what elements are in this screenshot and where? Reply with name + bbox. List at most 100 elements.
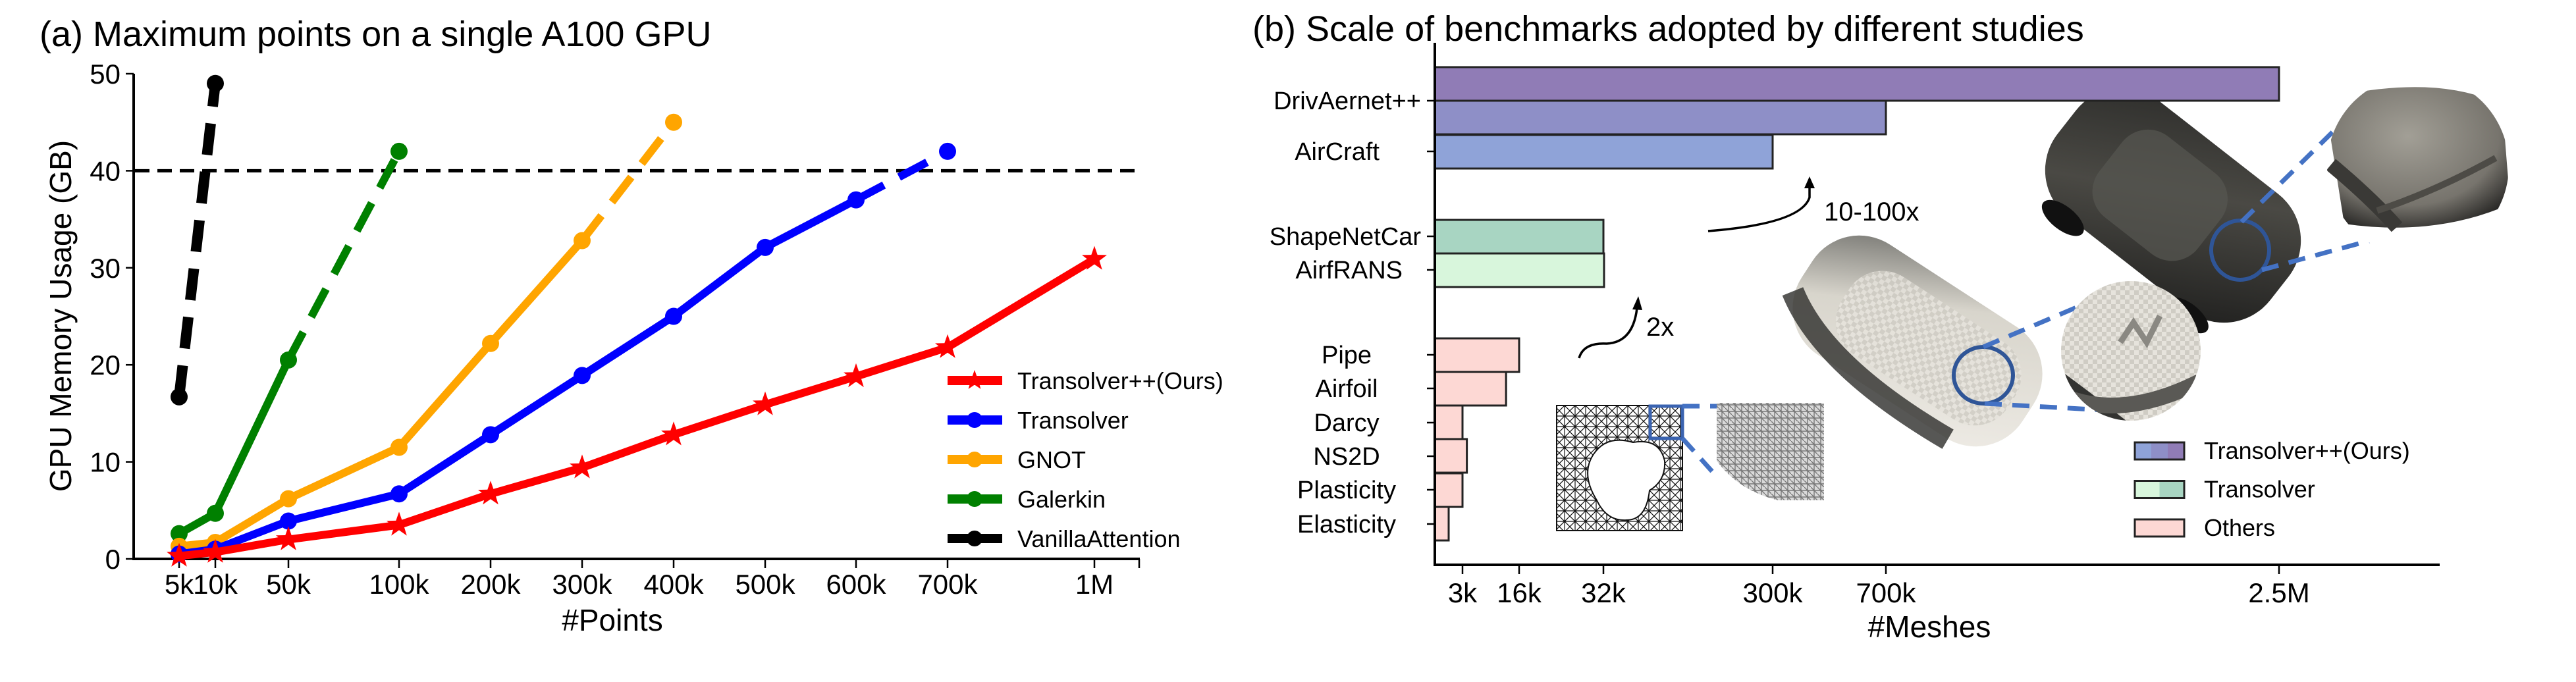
series-group — [167, 74, 1107, 567]
annotation-label: 2x — [1646, 313, 1674, 342]
data-point-star — [844, 363, 869, 388]
series-segment — [487, 463, 586, 498]
mesh-zoom-hole-edge — [1717, 461, 1778, 500]
legend-swatch-border — [2133, 518, 2186, 538]
x-tick-label: 2.5M — [2248, 577, 2309, 608]
data-point — [171, 525, 188, 542]
series-segment — [487, 371, 586, 439]
category-label: NS2D — [1313, 443, 1380, 471]
annotation-2x: 2x — [1578, 296, 1674, 359]
y-axis-label: GPU Memory Usage (GB) — [43, 140, 78, 492]
annotation-label: 10-100x — [1824, 197, 1919, 226]
bar-darcy — [1434, 404, 1464, 440]
series-segment — [284, 490, 403, 525]
dark-car-zoom-lens — [2327, 75, 2509, 257]
x-tick-label: 300k — [1742, 577, 1803, 608]
dark-car-lens-ring — [2209, 219, 2271, 282]
legend: Transolver++(Ours) Transolver GNOT Galerkin… — [948, 367, 1223, 552]
bar-aircraft — [1434, 134, 1774, 170]
x-tick-label: 700k — [1856, 577, 1916, 608]
y-tick-label: 10 — [90, 447, 121, 478]
y-tick-label: 20 — [90, 350, 121, 380]
x-tick-label: 16k — [1497, 577, 1542, 608]
legend-swatch-segment — [2168, 442, 2185, 459]
bar-elasticity — [1434, 506, 1450, 542]
data-point — [390, 485, 408, 503]
data-point — [280, 512, 297, 530]
data-point — [847, 191, 865, 209]
bars-group — [1434, 66, 2280, 542]
x-tick-label: 5k — [165, 569, 194, 600]
bar-drivaernet- — [1434, 99, 1887, 136]
x-tick-label: 3k — [1448, 577, 1478, 608]
legend-item: Transolver++(Ours) — [948, 367, 1223, 394]
legend-marker — [967, 412, 982, 428]
x-tick-label: 100k — [369, 569, 429, 600]
series-segment — [944, 255, 1098, 352]
series-segment — [395, 431, 495, 498]
legend-item: GNOT — [948, 446, 1086, 473]
series-segment — [211, 535, 292, 556]
data-point — [574, 367, 591, 384]
panel-b-title: (b) Scale of benchmarks adopted by diffe… — [1252, 9, 2084, 49]
category-label: DrivAernet++ — [1274, 88, 1421, 115]
x-tick-label: 400k — [643, 569, 704, 600]
legend-item: Transolver++(Ours) — [2133, 437, 2410, 464]
data-point — [390, 142, 408, 160]
x-tick-label: 500k — [735, 569, 795, 600]
data-point-star — [570, 454, 595, 479]
y-tick-label: 0 — [105, 544, 121, 575]
series-segment — [761, 372, 860, 409]
category-ticks: DrivAernet++ AirCraft ShapeNetCar AirfRANS P… — [1270, 88, 1435, 538]
legend-label: Transolver++(Ours) — [2204, 437, 2410, 464]
category-label: AirfRANS — [1295, 257, 1403, 284]
legend-label: Galerkin — [1017, 486, 1106, 513]
legend-label: Transolver++(Ours) — [1017, 367, 1223, 394]
zoom-connector — [2240, 126, 2338, 224]
mesh-zoom-box — [1648, 404, 1684, 440]
category-label: AirCraft — [1295, 138, 1380, 166]
bar-drivaernet- — [1434, 66, 2280, 102]
x-tick-label: 1M — [1075, 569, 1114, 600]
category-label: Airfoil — [1315, 375, 1378, 403]
legend-label: Transolver — [2204, 476, 2315, 503]
category-label: Darcy — [1314, 409, 1379, 437]
series-segment-dashed — [854, 147, 950, 203]
data-point — [280, 351, 297, 369]
zoom-connector — [1982, 303, 2081, 350]
x-tick-label: 200k — [460, 569, 521, 600]
y-ticks: 0 10 20 30 40 50 — [90, 59, 134, 575]
legend-item: Others — [2133, 514, 2275, 541]
legend-label: VanillaAttention — [1017, 525, 1181, 552]
series-segment — [670, 400, 769, 439]
series-segment — [578, 431, 678, 472]
data-point-star — [753, 391, 778, 415]
arrow-head — [1804, 176, 1815, 188]
dark-car-wheel — [2041, 199, 2084, 236]
data-point — [482, 334, 499, 352]
data-point — [574, 232, 591, 249]
data-point — [665, 113, 682, 131]
2d-mesh-render — [1556, 403, 1824, 531]
x-ticks: 3k 16k 32k 300k 700k 2.5M — [1448, 565, 2310, 608]
data-point-star — [478, 481, 503, 505]
bar-pipe — [1434, 337, 1520, 373]
legend-marker-star — [964, 370, 985, 389]
series-galerkin — [171, 142, 408, 542]
bar-ns2d — [1434, 438, 1468, 474]
series-gnot — [171, 113, 682, 555]
series-segment — [284, 521, 403, 544]
legend-item: Transolver — [948, 407, 1129, 434]
x-axis-label: #Points — [562, 603, 662, 637]
x-tick-label: 32k — [1581, 577, 1626, 608]
panel-a: (a) Maximum points on a single A100 GPU … — [40, 14, 1223, 637]
legend-swatch-segment — [2159, 481, 2185, 498]
data-point — [280, 490, 297, 508]
series-transolver-ours- — [167, 246, 1107, 567]
series-segment — [211, 494, 292, 546]
y-tick-label: 30 — [90, 253, 121, 284]
arrow-head — [1632, 296, 1642, 310]
drivaernet-car-render — [2041, 75, 2509, 334]
series-vanillaattention — [171, 74, 224, 406]
legend-marker — [967, 452, 982, 467]
